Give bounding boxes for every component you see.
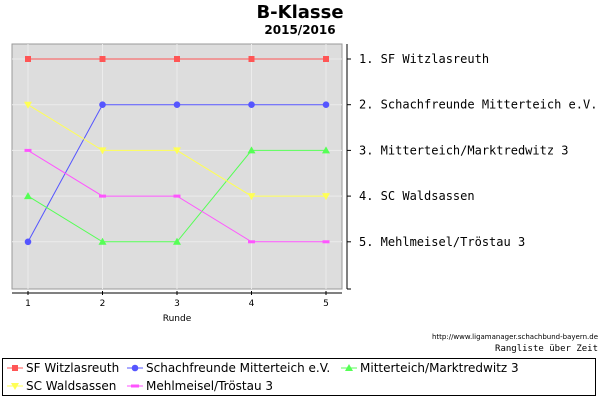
data-point <box>173 194 181 198</box>
data-point <box>99 194 106 198</box>
data-point <box>174 56 180 62</box>
source-url: http://www.ligamanager.schachbund-bayern… <box>431 333 598 341</box>
data-point <box>173 147 181 155</box>
data-point <box>99 56 106 62</box>
data-point <box>24 238 32 246</box>
legend-label: SC Waldsassen <box>26 379 117 393</box>
legend-item: Mitterteich/Marktredwitz 3 <box>341 361 519 375</box>
data-point <box>99 101 106 108</box>
data-point <box>323 56 329 62</box>
data-point <box>247 146 256 154</box>
data-point <box>173 237 181 245</box>
legend-swatch <box>7 383 23 390</box>
data-point <box>322 240 330 244</box>
data-point <box>98 147 107 155</box>
legend-item: Mehlmeisel/Tröstau 3 <box>127 379 273 393</box>
x-tick-label: 5 <box>323 299 329 309</box>
chart-subtitle: 2015/2016 <box>264 23 336 37</box>
rank-label: 5. Mehlmeisel/Tröstau 3 <box>359 235 525 249</box>
legend-swatch <box>341 364 357 371</box>
x-tick-label: 4 <box>249 299 255 309</box>
data-point <box>248 56 255 62</box>
legend-label: SF Witzlasreuth <box>26 361 120 375</box>
rank-label: 4. SC Waldsassen <box>359 189 475 203</box>
rank-label: 2. Schachfreunde Mitterteich e.V. <box>359 98 597 112</box>
legend-label: Mitterteich/Marktredwitz 3 <box>360 361 519 375</box>
data-point <box>24 148 32 152</box>
legend-item: SF Witzlasreuth <box>7 361 119 375</box>
legend-swatch <box>7 365 23 371</box>
x-tick-label: 1 <box>25 299 31 309</box>
chart-caption: Rangliste über Zeit <box>495 344 598 354</box>
legend-label: Schachfreunde Mitterteich e.V. <box>146 361 331 375</box>
data-point <box>322 193 330 201</box>
chart-legend: SF Witzlasreuth Schachfreunde Mitterteich… <box>2 358 596 396</box>
legend-swatch <box>127 364 143 372</box>
data-point <box>25 56 31 62</box>
rank-label: 3. Mitterteich/Marktredwitz 3 <box>359 143 569 157</box>
chart-title: B-Klasse <box>256 2 344 23</box>
data-point <box>24 192 32 200</box>
legend-label: Mehlmeisel/Tröstau 3 <box>146 379 274 393</box>
data-point <box>24 101 32 109</box>
data-point <box>322 146 330 154</box>
data-point <box>98 237 107 245</box>
rank-label: 1. SF Witzlasreuth <box>359 52 489 66</box>
x-axis-title: Runde <box>163 314 192 324</box>
data-point <box>248 101 255 108</box>
data-point <box>322 101 330 108</box>
legend-item: Schachfreunde Mitterteich e.V. <box>127 361 330 375</box>
x-tick-label: 2 <box>100 299 106 309</box>
data-point <box>248 240 255 244</box>
data-point <box>247 193 256 201</box>
legend-swatch <box>127 384 143 388</box>
line-chart: 1 2 3 4 5 Runde 1. SF Witzlasreuth 2. Schachfre… <box>11 43 597 324</box>
legend-item: SC Waldsassen <box>7 379 116 393</box>
x-tick-label: 3 <box>174 299 180 309</box>
data-point <box>173 101 181 108</box>
